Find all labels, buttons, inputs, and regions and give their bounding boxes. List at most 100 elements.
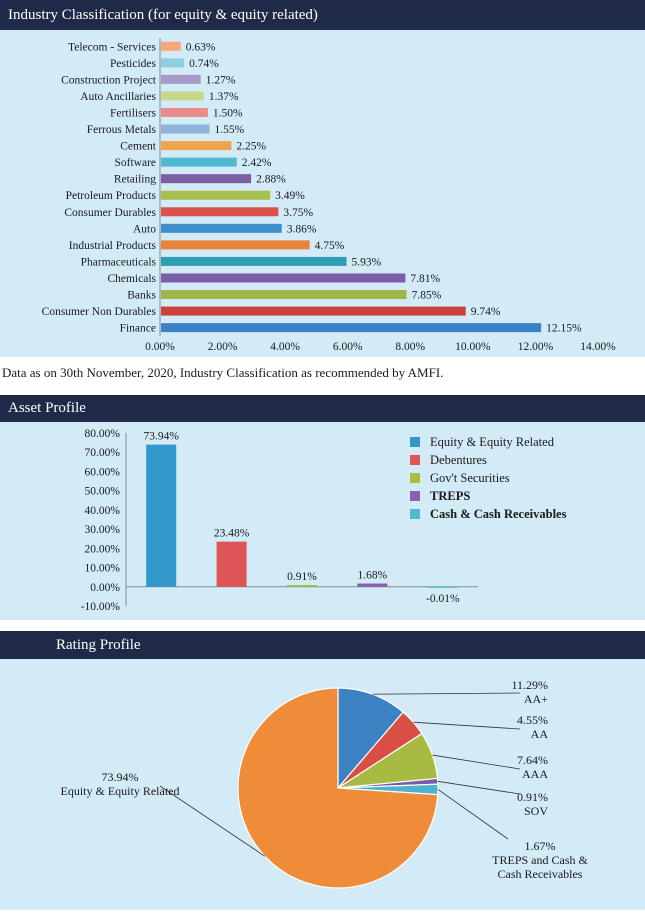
industry-value-label: 9.74% [471, 306, 501, 318]
rating-slice-value: 73.94% [102, 770, 139, 784]
industry-value-label: 3.75% [283, 207, 313, 219]
industry-value-label: 1.37% [209, 91, 239, 103]
industry-category-label: Cement [120, 141, 157, 153]
asset-y-tick-label: 70.00% [85, 447, 121, 459]
industry-value-label: 0.74% [189, 58, 219, 70]
rating-leader-line [437, 780, 521, 795]
asset-y-tick-label: 10.00% [85, 563, 121, 575]
asset-y-tick-label: 80.00% [85, 428, 121, 440]
asset-y-tick-label: 30.00% [85, 524, 121, 536]
industry-category-label: Consumer Non Durables [42, 306, 157, 318]
rating-leader-line [437, 789, 509, 840]
industry-bar [161, 306, 466, 316]
industry-value-label: 12.15% [546, 323, 582, 335]
asset-legend-label: Cash & Cash Receivables [430, 507, 567, 521]
industry-value-label: 7.85% [412, 290, 442, 302]
industry-x-tick-label: 0.00% [145, 341, 175, 353]
rating-slice-value: 1.67% [525, 839, 556, 853]
industry-classification-chart: Telecom - Services 0.63% Pesticides 0.74% Co… [42, 38, 616, 353]
industry-value-label: 1.50% [213, 107, 243, 119]
asset-legend-label: Debentures [430, 453, 487, 467]
asset-legend-swatch [410, 455, 420, 465]
industry-category-label: Retailing [114, 174, 156, 186]
industry-category-label: Consumer Durables [64, 207, 156, 219]
asset-bar [216, 541, 247, 587]
asset-value-label: 0.91% [287, 571, 317, 583]
asset-bar [427, 586, 458, 588]
rating-slice-name: AA [531, 727, 549, 741]
asset-y-tick-label: 40.00% [85, 505, 121, 517]
industry-bar [161, 290, 407, 300]
industry-category-label: Chemicals [107, 273, 156, 285]
industry-bar [161, 41, 181, 51]
industry-value-label: 4.75% [315, 240, 345, 252]
rating-slice-name: SOV [524, 804, 548, 818]
industry-category-label: Fertilisers [110, 107, 157, 119]
asset-chart-panel: 80.00% 70.00% 60.00% 50.00% 40.00% 30.00% 20.0… [0, 422, 645, 620]
asset-legend-swatch [410, 509, 420, 519]
rating-chart-panel: 11.29% AA+ 4.55% AA 7.64% AAA 0.91% SOV 1.67% TRE… [0, 659, 645, 910]
industry-bar [161, 91, 204, 101]
industry-bar [161, 273, 406, 283]
industry-category-label: Ferrous Metals [87, 124, 157, 136]
industry-x-tick-label: 12.00% [518, 341, 554, 353]
industry-bar [161, 157, 237, 167]
industry-category-label: Pesticides [110, 58, 157, 70]
asset-legend-label: Equity & Equity Related [430, 435, 555, 449]
rating-profile-title: Rating Profile [56, 636, 141, 653]
rating-slice-name: TREPS and Cash & [492, 853, 588, 867]
rating-leader-line [159, 785, 266, 857]
asset-value-label: 73.94% [143, 431, 179, 443]
asset-profile-chart: 80.00% 70.00% 60.00% 50.00% 40.00% 30.00% 20.0… [81, 428, 567, 613]
asset-value-label: -0.01% [426, 593, 460, 605]
rating-leader-line [413, 721, 521, 730]
industry-classification-title: Industry Classification (for equity & eq… [8, 6, 318, 23]
industry-category-label: Industrial Products [69, 240, 157, 252]
industry-bar [161, 190, 271, 200]
industry-value-label: 3.86% [287, 223, 317, 235]
rating-profile-chart: 11.29%AA+ 4.55%AA 7.64%AAA 0.91%SOV 1.67%TRE… [61, 678, 589, 889]
rating-pie-slice [337, 687, 404, 790]
industry-x-tick-label: 14.00% [580, 341, 616, 353]
industry-value-label: 7.81% [410, 273, 440, 285]
industry-value-label: 1.27% [206, 74, 236, 86]
asset-legend-swatch [410, 473, 420, 483]
industry-category-label: Auto [133, 223, 156, 235]
industry-bar [161, 323, 542, 333]
industry-x-tick-label: 2.00% [208, 341, 238, 353]
industry-bar [161, 74, 201, 84]
rating-leader-line [432, 754, 521, 770]
rating-profile-header: Rating Profile [0, 631, 645, 659]
asset-bar [146, 444, 177, 587]
asset-legend-label: TREPS [430, 489, 470, 503]
asset-profile-header: Asset Profile [0, 395, 645, 422]
industry-bar [161, 207, 279, 217]
industry-bar [161, 174, 252, 184]
rating-leader-line [372, 692, 521, 695]
industry-category-label: Petroleum Products [66, 190, 157, 202]
asset-legend-label: Gov't Securities [430, 471, 510, 485]
industry-category-label: Software [114, 157, 156, 169]
asset-profile-title: Asset Profile [8, 400, 86, 416]
rating-slice-name: AAA [522, 767, 548, 781]
industry-bar [161, 223, 282, 233]
asset-bar [287, 585, 317, 587]
industry-bar [161, 256, 347, 266]
industry-x-tick-label: 10.00% [455, 341, 491, 353]
industry-value-label: 3.49% [275, 190, 305, 202]
asset-legend-swatch [410, 491, 420, 501]
asset-value-label: 1.68% [358, 570, 388, 582]
rating-slice-name: Cash Receivables [498, 867, 583, 881]
industry-bar [161, 58, 185, 68]
industry-bar [161, 240, 310, 250]
industry-x-tick-label: 6.00% [333, 341, 363, 353]
rating-slice-value: 4.55% [517, 713, 548, 727]
industry-x-tick-label: 4.00% [270, 341, 300, 353]
industry-category-label: Banks [127, 290, 156, 302]
industry-classification-header: Industry Classification (for equity & eq… [0, 0, 645, 30]
industry-x-tick-label: 8.00% [395, 341, 425, 353]
asset-y-tick-label: 50.00% [85, 486, 121, 498]
industry-category-label: Pharmaceuticals [81, 256, 157, 268]
industry-value-label: 2.88% [256, 174, 286, 186]
industry-bar [161, 107, 208, 117]
